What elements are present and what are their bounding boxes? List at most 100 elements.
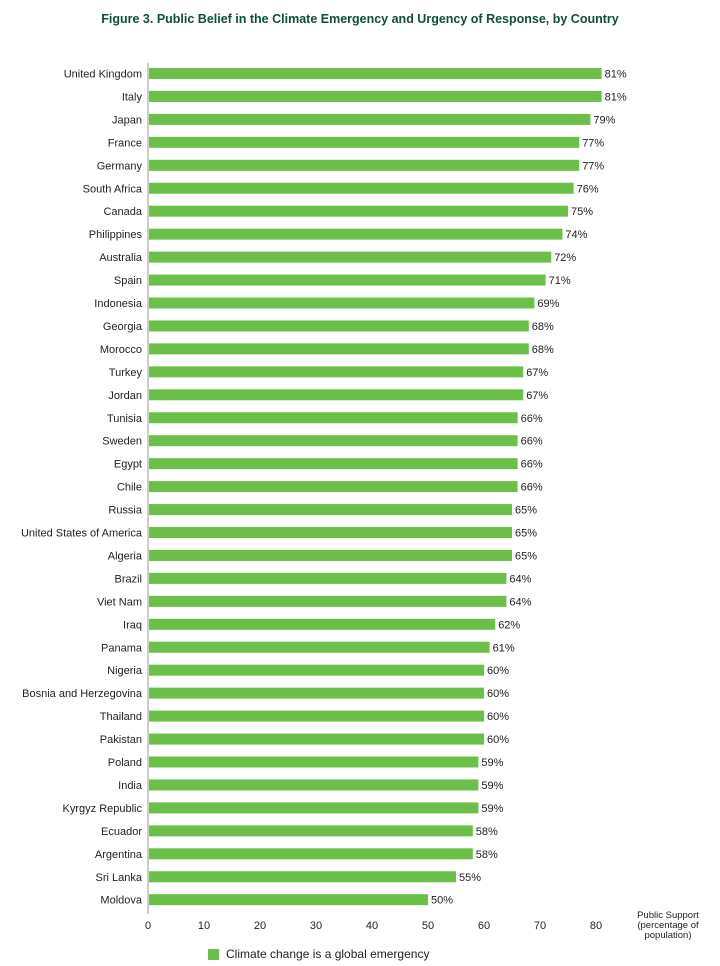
category-label: Bosnia and Herzegovina <box>22 688 143 700</box>
bar <box>149 297 535 309</box>
x-tick-label: 60 <box>478 920 490 932</box>
category-label: Turkey <box>109 367 143 379</box>
legend-label: Climate change is a global emergency <box>226 947 430 961</box>
data-label: 77% <box>582 137 604 149</box>
category-label: Poland <box>108 757 142 769</box>
bar <box>149 618 496 630</box>
bar <box>149 733 484 745</box>
bar <box>149 756 479 768</box>
data-label: 74% <box>565 229 587 241</box>
bar <box>149 572 507 584</box>
bar <box>149 68 602 79</box>
data-label: 61% <box>493 642 515 654</box>
category-label: Jordan <box>108 390 142 402</box>
bar <box>149 251 552 263</box>
x-tick-label: 20 <box>254 920 266 932</box>
bar <box>149 710 484 722</box>
data-label: 77% <box>582 160 604 172</box>
data-label: 59% <box>481 803 503 815</box>
data-label: 68% <box>532 344 554 356</box>
category-label: Panama <box>101 642 143 654</box>
category-label: Egypt <box>114 459 142 471</box>
bar <box>149 458 518 470</box>
bar <box>149 90 602 102</box>
x-tick-label: 80 <box>590 920 602 932</box>
bar <box>149 687 484 699</box>
bar <box>149 802 479 814</box>
category-label: South Africa <box>83 183 143 195</box>
category-label: Tunisia <box>107 413 143 425</box>
bar <box>149 894 428 906</box>
data-label: 55% <box>459 872 481 884</box>
data-label: 66% <box>521 436 543 448</box>
x-axis-title: population) <box>644 930 691 941</box>
bar <box>149 343 529 355</box>
data-label: 60% <box>487 688 509 700</box>
x-axis-title: Public Support <box>637 910 699 921</box>
category-label: Sri Lanka <box>96 872 143 884</box>
bar <box>149 412 518 424</box>
category-label: Viet Nam <box>97 596 142 608</box>
bar <box>149 871 456 883</box>
bar <box>149 481 518 493</box>
category-label: Australia <box>99 252 143 264</box>
category-label: United Kingdom <box>64 69 142 81</box>
x-tick-label: 40 <box>366 920 378 932</box>
x-tick-label: 30 <box>310 920 322 932</box>
data-label: 71% <box>549 275 571 287</box>
category-label: Argentina <box>95 849 143 861</box>
x-axis-title: (percentage of <box>637 920 699 931</box>
data-label: 60% <box>487 711 509 723</box>
data-label: 72% <box>554 252 576 264</box>
x-tick-label: 0 <box>145 920 151 932</box>
legend: Climate change is a global emergency <box>208 947 429 961</box>
category-label: United States of America <box>21 528 143 540</box>
data-label: 75% <box>571 206 593 218</box>
data-label: 81% <box>605 69 627 81</box>
data-label: 65% <box>515 550 537 562</box>
data-label: 59% <box>481 757 503 769</box>
data-label: 60% <box>487 734 509 746</box>
data-label: 81% <box>605 91 627 103</box>
category-label: Italy <box>122 91 143 103</box>
x-tick-label: 50 <box>422 920 434 932</box>
category-label: Canada <box>103 206 142 218</box>
data-label: 58% <box>476 849 498 861</box>
category-label: Morocco <box>100 344 142 356</box>
category-label: Germany <box>97 160 143 172</box>
category-label: India <box>118 780 143 792</box>
x-tick-label: 10 <box>198 920 210 932</box>
category-label: Algeria <box>108 550 143 562</box>
category-label: Moldova <box>100 895 142 907</box>
bar <box>149 274 546 286</box>
data-label: 67% <box>526 367 548 379</box>
data-label: 67% <box>526 390 548 402</box>
category-label: Nigeria <box>107 665 143 677</box>
category-label: Georgia <box>103 321 143 333</box>
bar <box>149 825 473 837</box>
data-label: 66% <box>521 413 543 425</box>
category-label: Indonesia <box>94 298 143 310</box>
category-label: Brazil <box>114 573 142 585</box>
data-label: 64% <box>509 596 531 608</box>
data-label: 66% <box>521 459 543 471</box>
category-label: Sweden <box>102 436 142 448</box>
bar <box>149 527 512 538</box>
data-label: 60% <box>487 665 509 677</box>
data-label: 58% <box>476 826 498 838</box>
bar <box>149 320 529 332</box>
x-tick-label: 70 <box>534 920 546 932</box>
bar <box>149 228 563 240</box>
bar <box>149 504 512 516</box>
bar <box>149 182 574 194</box>
data-label: 79% <box>593 114 615 126</box>
data-label: 50% <box>431 895 453 907</box>
bar <box>149 113 591 125</box>
category-label: Japan <box>112 114 142 126</box>
data-label: 62% <box>498 619 520 631</box>
bar <box>149 779 479 791</box>
data-label: 66% <box>521 482 543 494</box>
data-label: 64% <box>509 573 531 585</box>
data-label: 65% <box>515 505 537 517</box>
